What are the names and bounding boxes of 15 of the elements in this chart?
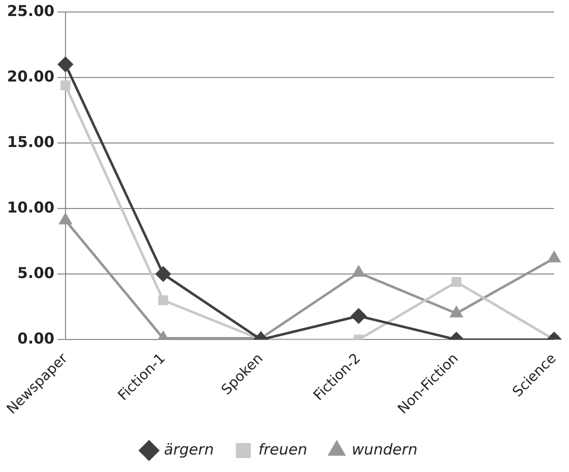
point: [57, 56, 74, 72]
legend-label: ärgern: [164, 440, 214, 458]
point: [449, 305, 464, 318]
point: [58, 212, 72, 224]
point: [352, 264, 366, 277]
y-tick-label: 15.00: [6, 132, 54, 151]
y-tick-label: 5.00: [17, 264, 54, 282]
legend-label: wundern: [352, 440, 418, 458]
point: [547, 250, 562, 262]
legend-label: freuen: [258, 440, 308, 458]
y-tick-label: 20.00: [6, 67, 54, 86]
y-tick-label: 25.00: [6, 2, 54, 20]
y-tick-label: 10.00: [6, 198, 54, 216]
point: [60, 80, 70, 90]
y-tick-label: 0.00: [17, 329, 54, 348]
